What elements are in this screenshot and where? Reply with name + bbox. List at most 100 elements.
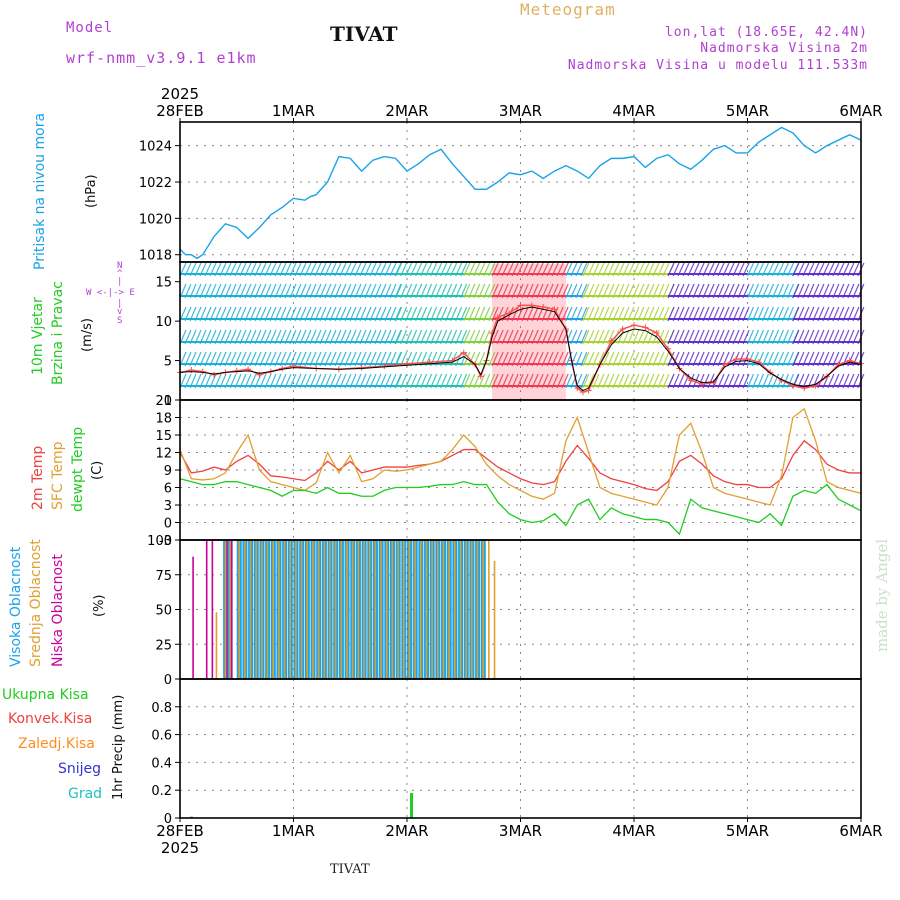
wind-barb [791, 351, 800, 367]
wind-barb [607, 283, 615, 299]
wind-barb [415, 262, 423, 277]
wind-barb [463, 262, 471, 277]
wind-barb [384, 306, 392, 322]
wind-barb [425, 373, 433, 389]
wind-barb [662, 262, 670, 277]
wind-barb [727, 373, 735, 389]
wind-barb [259, 306, 267, 322]
wind-barb [264, 306, 272, 322]
wind-barb [766, 373, 775, 389]
wind-barb [329, 351, 337, 367]
compass-down: v [117, 307, 123, 317]
wind-barb [742, 329, 750, 345]
wind-barb [289, 351, 297, 367]
wind-barb [511, 306, 519, 322]
wind-barb [189, 262, 197, 277]
wind-barb [737, 373, 745, 389]
wind-barb [364, 283, 372, 299]
wind-barb [822, 373, 830, 389]
wind-barb [797, 306, 805, 322]
wind-barb [229, 373, 237, 389]
wind-barb [224, 283, 232, 299]
wind-barb [440, 262, 448, 277]
wind-barb [304, 262, 312, 277]
wind-barb [314, 329, 322, 345]
wind-barb [612, 306, 620, 322]
wind-barb [556, 351, 564, 367]
wind-barb [491, 329, 499, 345]
wind-barb [761, 283, 770, 299]
pressure-line [179, 126, 862, 260]
precip-bar [410, 792, 414, 818]
wind-barb [657, 262, 665, 277]
wind-barb [672, 262, 680, 277]
wind-barb [761, 351, 770, 367]
wind-barb [582, 329, 590, 345]
wind-barb [389, 283, 397, 299]
wind-barb [682, 283, 690, 299]
pressure-ytick-label-1: 1020 [139, 212, 172, 227]
wind-barb [776, 306, 785, 322]
wind-barb [394, 262, 402, 277]
wind-barb [440, 306, 448, 322]
precip-freez-label: Zaledj.Kisa [18, 736, 95, 752]
wind-barb [746, 306, 755, 322]
wind-barb [627, 373, 635, 389]
wind-barb [279, 351, 287, 367]
wind-barb [822, 262, 830, 277]
wind-barb [667, 262, 675, 277]
wind-barb [294, 283, 302, 299]
wind-barb [304, 351, 312, 367]
cloud-mid-bar [380, 540, 382, 679]
cloud-mid-bar [419, 540, 422, 679]
wind-barb [607, 351, 615, 367]
wind-barb [667, 262, 675, 277]
wind-barb [440, 373, 448, 389]
wind-barb [209, 262, 217, 277]
cloud-mid-bar [385, 540, 388, 679]
pressure-ytick-label-2: 1022 [139, 176, 172, 191]
wind-barb [832, 351, 840, 367]
wind-barb [712, 262, 720, 277]
temperature-ytick-label-1: 0 [164, 517, 172, 532]
wind-barb [687, 351, 695, 367]
wind-barb [194, 351, 202, 367]
wind-barb [420, 329, 428, 345]
compass-bar1: | [117, 277, 123, 287]
cloud-high-bar [424, 540, 430, 679]
wind-barb [400, 283, 408, 299]
wind-barb [491, 351, 499, 367]
wind-barb [776, 329, 785, 345]
wind-barb [389, 306, 397, 322]
wind-barb [580, 262, 588, 277]
wind-barb [410, 329, 418, 345]
wind-barb [369, 306, 377, 322]
cloud-mid-bar [459, 540, 462, 679]
wind-barb [642, 373, 650, 389]
cloud-mid-bar [476, 540, 479, 679]
cloud-mid-bar [323, 540, 326, 679]
wind-barb [697, 373, 705, 389]
wind-barb [478, 306, 486, 322]
wind-barb [374, 373, 382, 389]
wind-barb [309, 351, 317, 367]
cloud-high-bar [333, 540, 339, 679]
temp-sfc-line [179, 407, 862, 506]
wind-barb [445, 329, 453, 345]
pressure-unit: (hPa) [84, 174, 99, 208]
cloud-high-bar [287, 540, 293, 679]
wind-barb [319, 329, 327, 345]
cloud-mid-bar [229, 540, 231, 679]
wind-barb [264, 283, 272, 299]
wind-barb [667, 351, 675, 367]
wind-barb [234, 283, 242, 299]
wind-barb [682, 329, 690, 345]
wind-barb [244, 373, 252, 389]
wind-barb [546, 351, 554, 367]
wind-barb [717, 351, 725, 367]
wind-barb [501, 373, 509, 389]
wind-barb [707, 329, 715, 345]
wind-barb [852, 262, 860, 277]
cloud-high-bar [321, 540, 327, 679]
wind-barb [501, 262, 509, 277]
